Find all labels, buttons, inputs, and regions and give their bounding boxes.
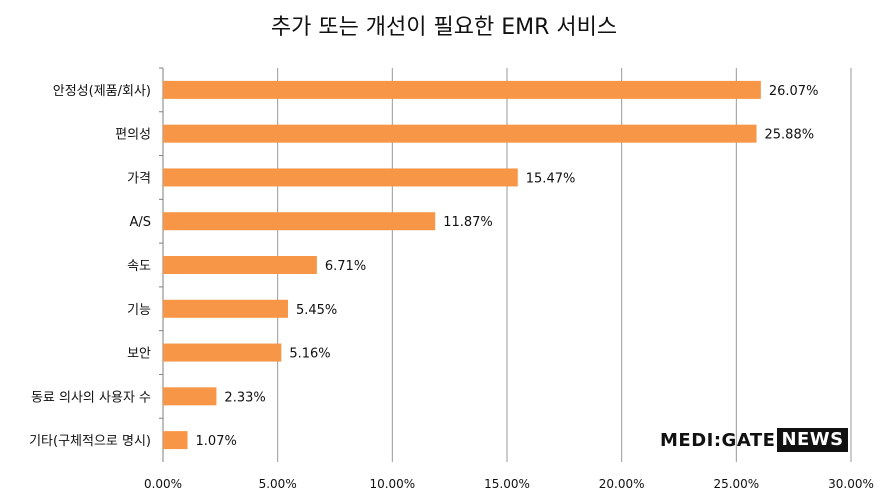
x-tick-label: 10.00% — [369, 477, 415, 491]
data-label: 26.07% — [769, 84, 819, 99]
bar — [163, 343, 282, 362]
logo-brand: MEDI:GATE — [660, 429, 776, 451]
bars — [163, 80, 761, 450]
chart-title: 추가 또는 개선이 필요한 EMR 서비스 — [271, 15, 617, 40]
bar — [163, 431, 188, 450]
data-label: 5.16% — [289, 347, 330, 362]
category-label: 안정성(제품/회사) — [53, 84, 151, 99]
bar — [163, 299, 288, 318]
medigate-news-logo: MEDI:GATE NEWS — [660, 428, 848, 452]
category-label: 편의성 — [115, 128, 151, 143]
data-label: 1.07% — [196, 434, 237, 449]
category-label: 기능 — [127, 303, 151, 318]
logo-news: NEWS — [777, 428, 848, 452]
bar — [163, 80, 761, 99]
category-label: 동료 의사의 사용자 수 — [31, 390, 151, 405]
bar — [163, 124, 757, 143]
bar — [163, 212, 436, 231]
data-label: 11.87% — [443, 215, 493, 230]
x-tick-label: 20.00% — [599, 477, 645, 491]
x-tick-label: 0.00% — [144, 477, 182, 491]
category-label: 가격 — [127, 171, 151, 186]
x-tick-label: 30.00% — [828, 477, 874, 491]
data-label: 5.45% — [296, 303, 337, 318]
x-tick-label: 25.00% — [713, 477, 759, 491]
category-label: A/S — [129, 215, 151, 230]
bar — [163, 256, 317, 274]
data-label: 6.71% — [325, 259, 366, 274]
bar — [163, 387, 217, 406]
category-label: 보안 — [127, 347, 151, 362]
bar — [163, 168, 518, 187]
data-label: 25.88% — [765, 128, 815, 143]
x-tick-label: 5.00% — [259, 477, 297, 491]
labels: 0.00% 5.00% 10.00% 15.00% 20.00% 25.00% 30.00%… — [29, 84, 874, 491]
category-label: 기타(구체적으로 명시) — [29, 434, 151, 449]
x-tick-label: 15.00% — [484, 477, 530, 491]
category-label: 속도 — [127, 259, 151, 274]
data-label: 2.33% — [224, 390, 265, 405]
data-label: 15.47% — [526, 171, 576, 186]
